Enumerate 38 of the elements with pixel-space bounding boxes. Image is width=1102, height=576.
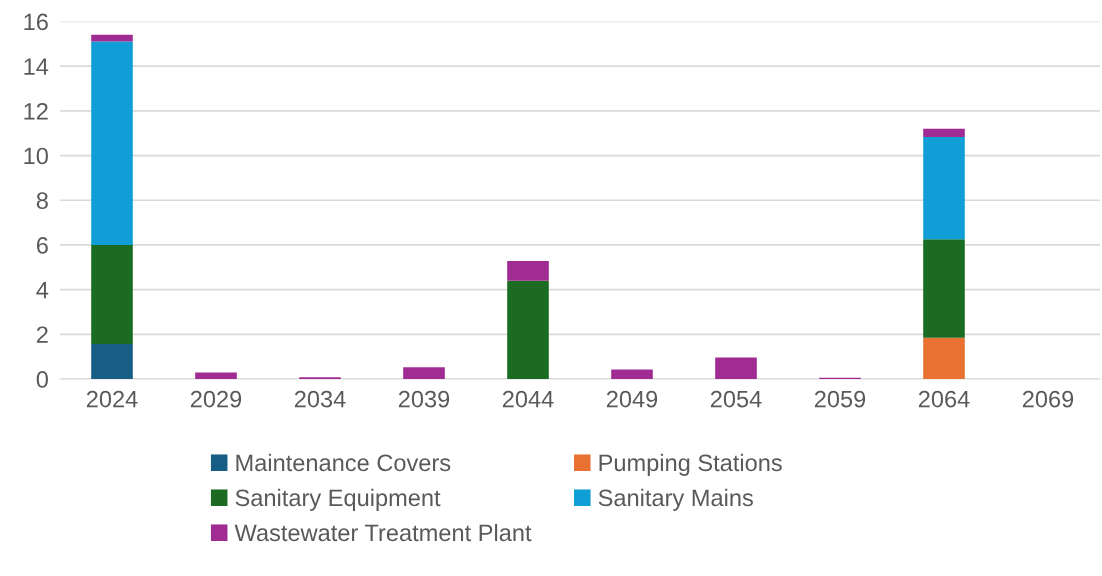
- bar: [403, 367, 445, 379]
- x-tick-label: 2034: [294, 390, 346, 408]
- y-tick-label: 4: [36, 281, 49, 299]
- y-tick-label: 16: [24, 13, 48, 31]
- x-tick-label: 2064: [918, 390, 970, 408]
- x-tick-label: 2029: [190, 390, 242, 408]
- legend-label: Maintenance Covers: [236, 453, 451, 472]
- x-tick-label: 2039: [398, 390, 450, 408]
- x-tick-label: 2059: [814, 390, 866, 408]
- bar: [923, 137, 965, 240]
- y-tick-label: 2: [36, 326, 48, 343]
- x-tick-label: 2049: [606, 390, 658, 408]
- bar: [923, 239, 965, 338]
- bar: [91, 244, 133, 344]
- legend-label: Sanitary Equipment: [235, 488, 441, 511]
- bar: [507, 261, 549, 281]
- x-tick-label: 2044: [502, 390, 554, 408]
- y-tick-label: 8: [36, 192, 48, 210]
- x-tick-label: 2024: [86, 390, 138, 408]
- y-tick-label: 14: [24, 58, 49, 75]
- bar: [715, 357, 757, 379]
- y-tick-label: 6: [36, 237, 48, 254]
- bar: [91, 343, 133, 379]
- bar: [91, 34, 133, 42]
- x-tick-label: 2054: [710, 390, 762, 408]
- bar: [611, 369, 653, 379]
- legend-label: Sanitary Mains: [598, 488, 753, 511]
- bar: [923, 128, 965, 138]
- bar: [923, 337, 965, 379]
- legend-label: Wastewater Treatment Plant: [234, 523, 532, 542]
- legend-label: Pumping Stations: [599, 453, 782, 476]
- bar: [91, 41, 133, 245]
- x-tick-label: 2069: [1022, 390, 1074, 408]
- bar: [507, 280, 549, 379]
- bar: [195, 372, 237, 379]
- y-tick-label: 0: [36, 371, 48, 388]
- y-tick-label: 12: [24, 102, 48, 120]
- y-tick-label: 10: [24, 147, 48, 165]
